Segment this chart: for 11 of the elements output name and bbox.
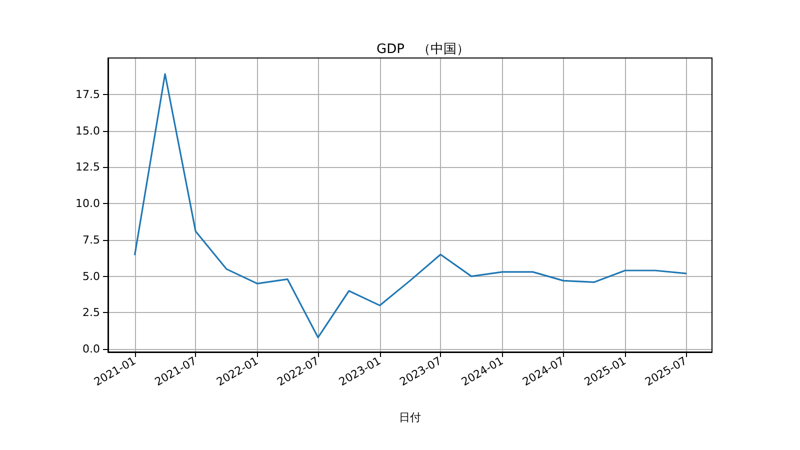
y-tick-label: 10.0 (76, 197, 100, 210)
x-axis-title: 日付 (399, 411, 421, 424)
y-tick-label: 12.5 (76, 160, 100, 174)
line-series (134, 73, 687, 338)
y-tick-label: 5.0 (82, 270, 100, 283)
y-tick-label: 2.5 (82, 306, 100, 320)
y-tick-label: 7.5 (82, 233, 100, 246)
y-tick-label: 0.0 (82, 342, 100, 356)
y-tick-label: 17.5 (76, 88, 100, 101)
chart-title: GDP （中国） (376, 42, 470, 57)
y-tick-label: 15.0 (76, 124, 100, 138)
